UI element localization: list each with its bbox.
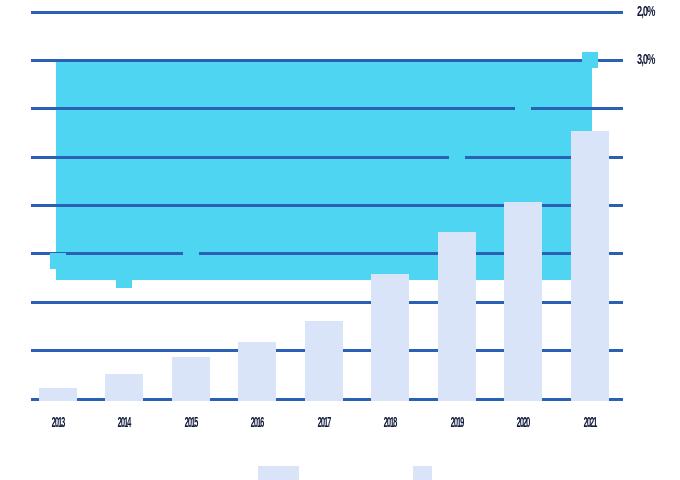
right-axis-label-0: 2,0%	[637, 3, 655, 20]
x-axis-label-2016: 2016	[250, 414, 265, 431]
gridline-4	[31, 204, 623, 207]
gridline-2	[31, 107, 623, 110]
line-marker-2021[interactable]	[582, 52, 598, 68]
line-marker-2014[interactable]	[116, 272, 132, 288]
x-axis-label-2020: 2020	[516, 414, 531, 431]
gridline-3	[31, 156, 623, 159]
gridline-5	[31, 252, 623, 255]
bar-2014[interactable]	[105, 374, 143, 401]
line-marker-2016[interactable]	[249, 236, 265, 252]
series-area-band[interactable]	[56, 60, 592, 280]
bar-2016[interactable]	[238, 342, 276, 401]
line-marker-2017[interactable]	[316, 222, 332, 238]
legend-swatch-small[interactable]	[413, 466, 432, 480]
x-axis-label-2015: 2015	[184, 414, 199, 431]
bar-2013[interactable]	[39, 388, 77, 401]
x-axis-label-2018: 2018	[383, 414, 398, 431]
line-marker-2020[interactable]	[515, 101, 531, 117]
line-marker-2015[interactable]	[183, 246, 199, 262]
bar-2020[interactable]	[504, 202, 542, 401]
gridline-0	[31, 11, 623, 14]
gridline-1	[31, 59, 623, 62]
x-axis-label-2021: 2021	[583, 414, 598, 431]
bar-2021[interactable]	[571, 131, 609, 401]
bar-2015[interactable]	[172, 357, 210, 401]
bar-2019[interactable]	[438, 232, 476, 401]
legend-swatch-wide[interactable]	[258, 466, 299, 480]
line-marker-2019[interactable]	[449, 149, 465, 165]
x-axis-label-2014: 2014	[117, 414, 132, 431]
x-axis-label-2019: 2019	[450, 414, 465, 431]
line-marker-2013[interactable]	[50, 253, 66, 269]
line-marker-2018[interactable]	[382, 214, 398, 230]
gridline-6	[31, 301, 623, 304]
bar-2017[interactable]	[305, 321, 343, 401]
x-axis-label-2017: 2017	[317, 414, 332, 431]
bar-2018[interactable]	[371, 274, 409, 401]
x-axis-label-2013: 2013	[51, 414, 66, 431]
right-axis-label-1: 3,0%	[637, 51, 655, 68]
